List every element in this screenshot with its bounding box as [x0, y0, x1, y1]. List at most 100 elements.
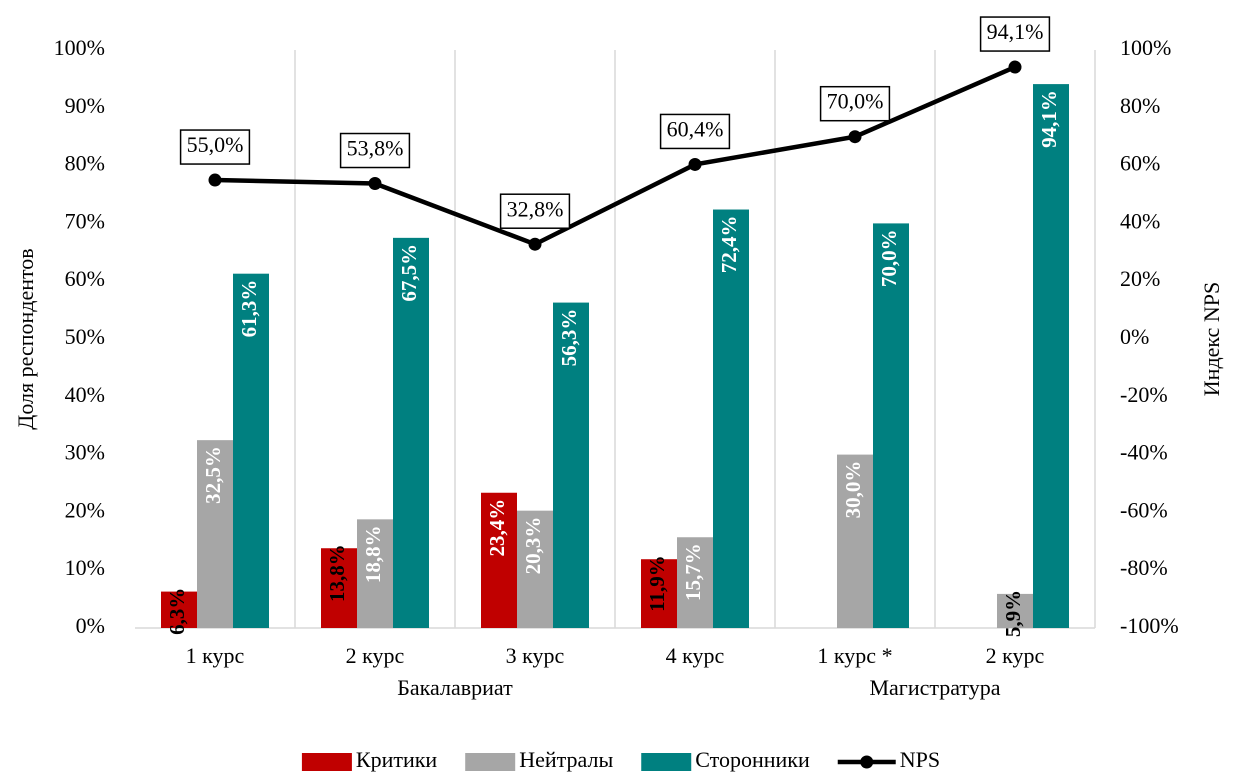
y-axis-title: Доля респондентов	[13, 248, 38, 429]
legend-label: Критики	[356, 747, 438, 772]
data-label: 94,1%	[1037, 90, 1061, 148]
line-point	[848, 130, 862, 144]
data-label: 18,8%	[361, 525, 385, 583]
data-label: 13,8%	[325, 544, 349, 602]
legend-swatch	[641, 753, 692, 771]
data-label: 6,3%	[165, 588, 189, 635]
line	[214, 64, 1016, 247]
y-tick-label: 40%	[65, 382, 105, 407]
data-label: 11,9%	[645, 555, 669, 612]
group-label: Магистратура	[869, 675, 1000, 700]
label-box	[499, 193, 571, 229]
data-label: 30,0%	[841, 461, 865, 519]
legend-item: Нейтралы	[465, 747, 613, 772]
data-label-box: 53,8%	[339, 132, 411, 169]
legend-item: Критики	[301, 747, 438, 772]
data-label: 70,0%	[877, 229, 901, 287]
x-tick-label: 2 курс	[986, 643, 1045, 668]
legend-label: NPS	[900, 747, 940, 772]
x-tick-label: 3 курс	[506, 643, 565, 668]
y-tick-label: 30%	[65, 440, 105, 465]
bar	[197, 440, 233, 628]
label-box	[179, 129, 251, 165]
line-point	[208, 173, 222, 187]
x-tick-label: 1 курс *	[817, 643, 892, 668]
bar	[997, 593, 1033, 628]
data-label-box: 55,0%	[179, 129, 251, 165]
y2-tick-label: 80%	[1120, 93, 1160, 118]
legend-swatch	[301, 753, 352, 771]
data-label-box: 94,1%	[979, 16, 1051, 52]
bar	[517, 510, 553, 628]
data-label-box: 70,0%	[819, 85, 891, 122]
y-tick-label: 60%	[65, 266, 105, 291]
y2-tick-label: -40%	[1120, 440, 1168, 465]
y2-tick-label: 60%	[1120, 151, 1160, 176]
group-label: Бакалавриат	[397, 675, 513, 700]
label-box	[819, 85, 891, 122]
y-tick-label: 80%	[65, 151, 105, 176]
bar	[357, 519, 393, 628]
bar	[641, 559, 677, 628]
legend-swatch	[465, 753, 516, 771]
line-point	[1008, 60, 1022, 74]
label-box	[659, 113, 731, 150]
data-label: 5,9%	[1001, 590, 1025, 637]
bar	[677, 537, 713, 628]
data-label: 56,3%	[557, 309, 581, 367]
data-label: 53,8%	[347, 136, 404, 161]
bar	[233, 273, 269, 628]
y-tick-label: 70%	[65, 208, 105, 233]
data-label-box: 32,8%	[499, 193, 571, 229]
y-tick-label: 90%	[65, 93, 105, 118]
bar	[553, 302, 589, 628]
bar	[1033, 84, 1069, 629]
x-tick-label: 2 курс	[346, 643, 405, 668]
data-label: 15,7%	[681, 543, 705, 601]
y-tick-label: 20%	[65, 497, 105, 522]
line-point	[688, 157, 702, 171]
data-label: 61,3%	[237, 280, 261, 338]
bar	[837, 454, 873, 628]
y2-axis-title: Индекс NPS	[1199, 282, 1224, 396]
data-label: 55,0%	[187, 132, 244, 157]
legend-marker	[860, 755, 874, 769]
y-tick-label: 10%	[65, 555, 105, 580]
line-point	[528, 237, 542, 251]
data-label: 32,8%	[507, 196, 564, 221]
y2-tick-label: 40%	[1120, 208, 1160, 233]
line-point	[368, 177, 382, 191]
legend-item: Сторонники	[641, 747, 810, 772]
legend-label: Сторонники	[695, 747, 810, 772]
label-box	[339, 132, 411, 169]
x-tick-label: 1 курс	[186, 643, 245, 668]
bar	[873, 223, 909, 628]
y-tick-label: 0%	[76, 613, 105, 638]
y-tick-label: 100%	[54, 35, 105, 60]
data-label: 60,4%	[667, 116, 724, 141]
y2-tick-label: -80%	[1120, 555, 1168, 580]
y2-tick-label: -60%	[1120, 497, 1168, 522]
y2-tick-label: 20%	[1120, 266, 1160, 291]
bar	[393, 237, 429, 628]
y2-tick-label: 0%	[1120, 324, 1149, 349]
y2-tick-label: 100%	[1120, 35, 1171, 60]
data-label-box: 60,4%	[659, 113, 731, 150]
x-tick-label: 4 курс	[666, 643, 725, 668]
data-label: 32,5%	[201, 446, 225, 504]
data-label: 94,1%	[987, 19, 1044, 44]
data-label: 70,0%	[827, 89, 884, 114]
y-tick-label: 50%	[65, 324, 105, 349]
bar	[321, 548, 357, 628]
bar	[713, 209, 749, 628]
data-label: 67,5%	[397, 244, 421, 302]
bar	[161, 591, 197, 628]
y2-tick-label: -100%	[1120, 613, 1179, 638]
label-box	[979, 16, 1051, 52]
y2-tick-label: -20%	[1120, 382, 1168, 407]
legend-label: Нейтралы	[519, 747, 613, 772]
data-label: 20,3%	[521, 517, 545, 575]
legend-item: NPS	[837, 747, 940, 772]
